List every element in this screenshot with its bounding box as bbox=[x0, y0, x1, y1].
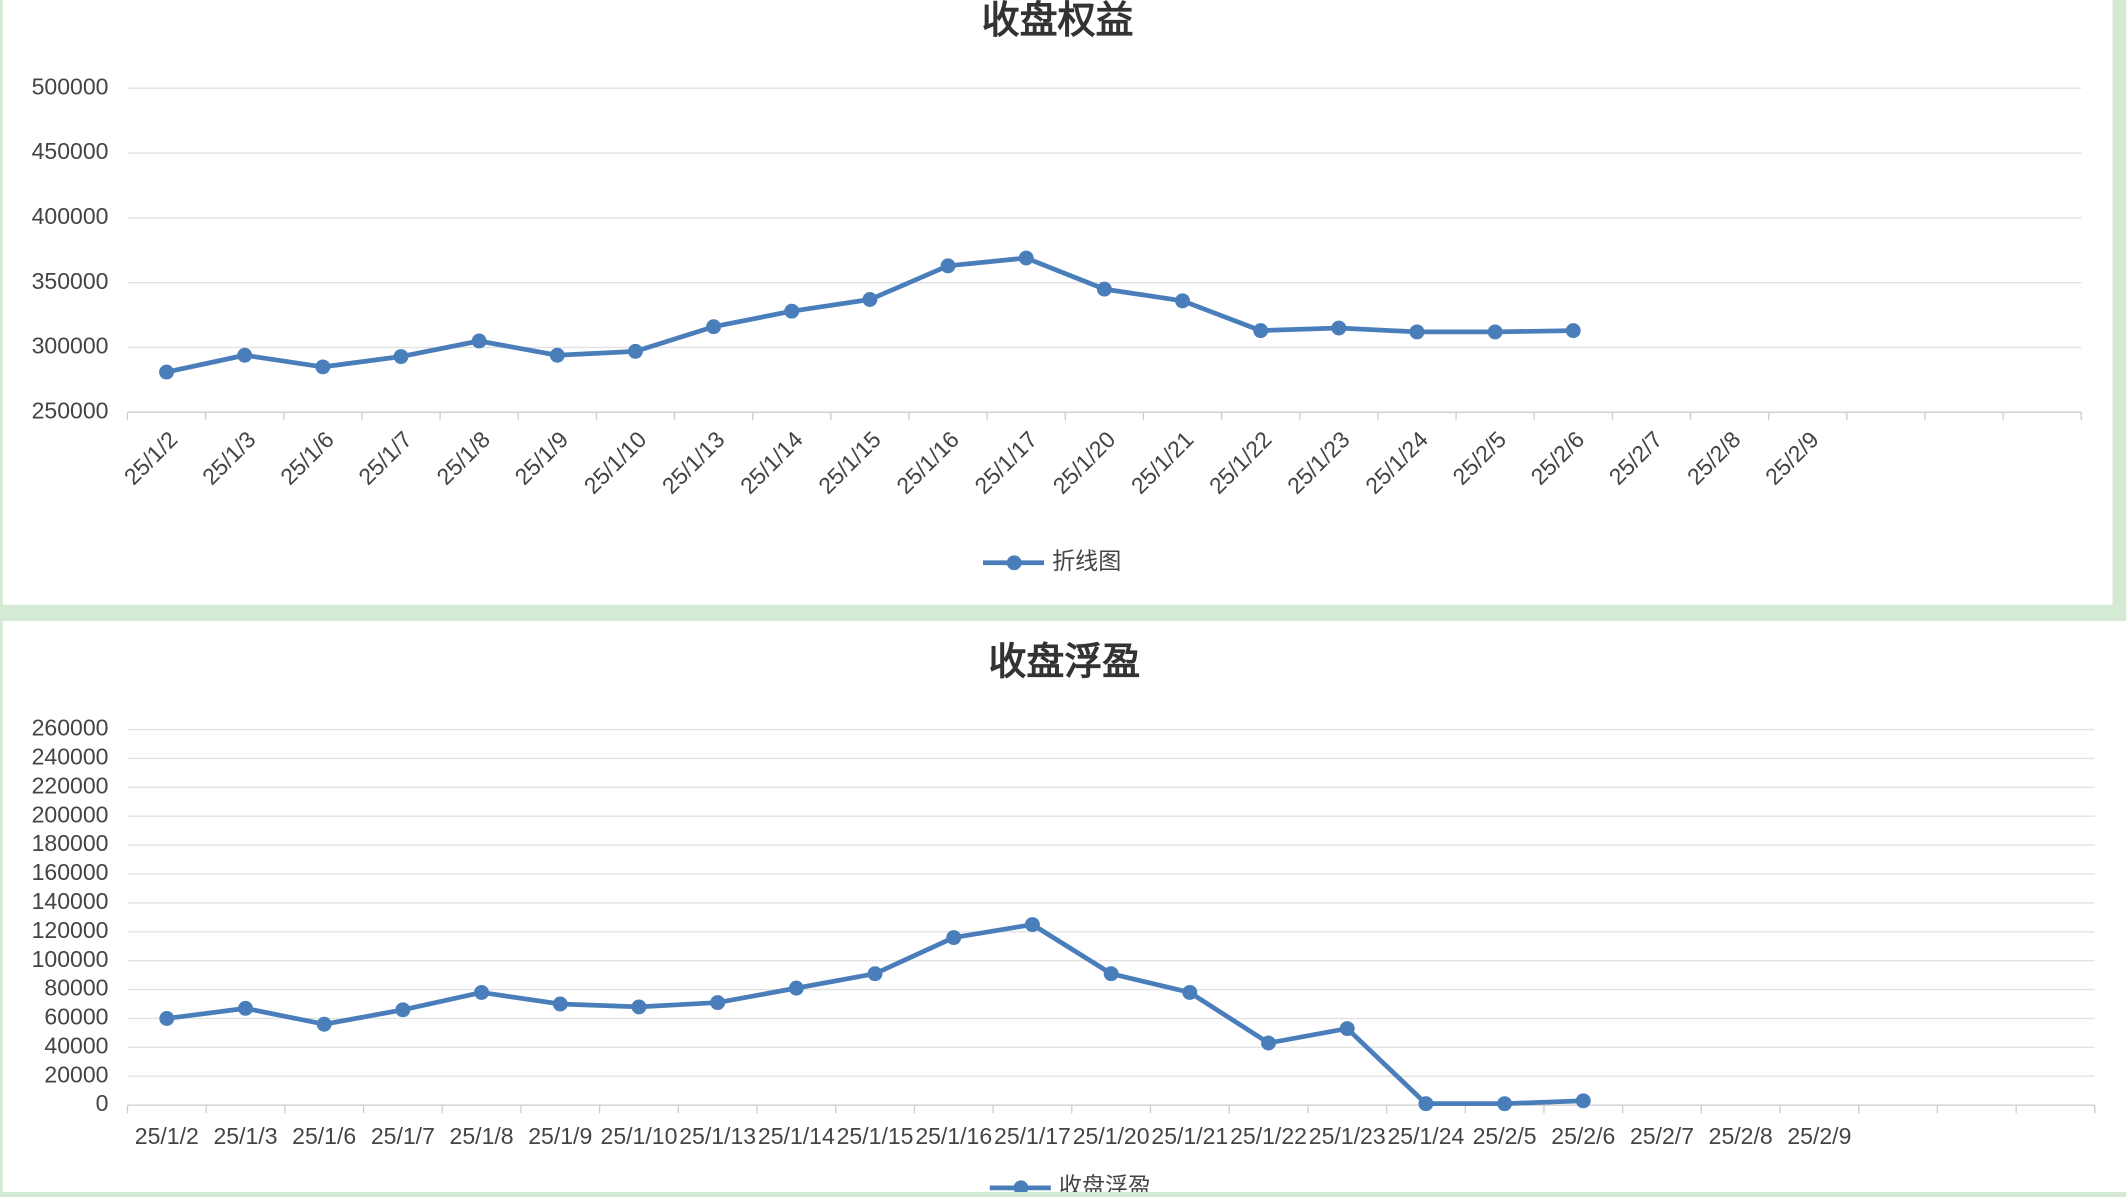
chart-title: 收盘权益 bbox=[982, 0, 1134, 42]
x-tick-label: 25/2/8 bbox=[1709, 1123, 1773, 1149]
data-point bbox=[788, 980, 804, 996]
data-point bbox=[710, 995, 726, 1011]
x-tick-label: 25/1/2 bbox=[135, 1123, 199, 1149]
x-tick-label: 25/1/21 bbox=[1151, 1123, 1228, 1149]
data-point bbox=[627, 343, 643, 359]
y-tick-label: 60000 bbox=[44, 1004, 108, 1030]
data-point bbox=[393, 349, 409, 365]
y-tick-label: 0 bbox=[96, 1090, 109, 1116]
x-tick-label: 25/1/22 bbox=[1230, 1123, 1307, 1149]
y-tick-label: 160000 bbox=[32, 859, 109, 885]
data-point bbox=[1096, 281, 1112, 297]
data-point bbox=[1418, 1096, 1434, 1112]
x-tick-label: 25/1/10 bbox=[601, 1123, 678, 1149]
x-tick-label: 25/1/9 bbox=[528, 1123, 592, 1149]
x-tick-label: 25/1/7 bbox=[371, 1123, 435, 1149]
data-point bbox=[552, 996, 568, 1012]
y-tick-label: 100000 bbox=[32, 946, 109, 972]
data-point bbox=[1261, 1035, 1276, 1051]
legend-marker bbox=[1006, 555, 1022, 571]
data-point bbox=[159, 1010, 175, 1026]
y-tick-label: 180000 bbox=[32, 830, 109, 856]
x-tick-label: 25/1/13 bbox=[679, 1123, 756, 1149]
y-tick-label: 250000 bbox=[32, 397, 109, 423]
legend-label: 收盘浮盈 bbox=[1059, 1173, 1151, 1192]
chart-panel bbox=[2, 621, 2126, 1192]
x-tick-label: 25/1/3 bbox=[213, 1123, 277, 1149]
data-point bbox=[1497, 1096, 1513, 1112]
y-tick-label: 40000 bbox=[44, 1032, 108, 1058]
y-tick-label: 260000 bbox=[32, 715, 109, 741]
y-tick-label: 20000 bbox=[44, 1061, 108, 1087]
data-point bbox=[862, 292, 878, 307]
data-point bbox=[238, 1000, 253, 1016]
x-tick-label: 25/1/24 bbox=[1387, 1123, 1464, 1149]
data-point bbox=[946, 930, 962, 946]
x-tick-label: 25/1/15 bbox=[837, 1123, 914, 1149]
x-tick-label: 25/1/16 bbox=[915, 1123, 992, 1149]
data-point bbox=[706, 319, 722, 335]
data-point bbox=[549, 347, 565, 363]
x-tick-label: 25/1/17 bbox=[994, 1123, 1071, 1149]
data-point bbox=[395, 1002, 411, 1018]
y-tick-label: 140000 bbox=[32, 888, 109, 914]
y-tick-label: 220000 bbox=[32, 772, 109, 798]
data-point bbox=[1331, 320, 1347, 336]
data-point bbox=[316, 1016, 332, 1032]
data-point bbox=[471, 333, 487, 349]
data-point bbox=[1182, 984, 1198, 1000]
data-point bbox=[1103, 966, 1119, 982]
data-point bbox=[474, 984, 490, 1000]
chart-panel bbox=[2, 0, 2113, 605]
data-point bbox=[159, 364, 174, 380]
y-tick-label: 400000 bbox=[32, 203, 109, 229]
y-tick-label: 300000 bbox=[32, 333, 109, 359]
x-tick-label: 25/2/6 bbox=[1551, 1123, 1615, 1149]
data-point bbox=[1024, 917, 1040, 933]
y-tick-label: 450000 bbox=[32, 138, 109, 164]
data-point bbox=[315, 359, 331, 375]
data-point bbox=[867, 966, 883, 982]
x-tick-label: 25/1/20 bbox=[1073, 1123, 1150, 1149]
data-point bbox=[784, 303, 800, 319]
data-point bbox=[1018, 250, 1034, 266]
x-tick-label: 25/1/8 bbox=[450, 1123, 514, 1149]
x-tick-label: 25/1/6 bbox=[292, 1123, 356, 1149]
x-tick-label: 25/2/7 bbox=[1630, 1123, 1694, 1149]
y-tick-label: 120000 bbox=[32, 917, 109, 943]
x-tick-label: 25/1/14 bbox=[758, 1123, 835, 1149]
data-point bbox=[1565, 323, 1581, 339]
y-tick-label: 350000 bbox=[32, 268, 109, 294]
data-point bbox=[1409, 324, 1425, 340]
data-point bbox=[237, 347, 253, 363]
chart-title: 收盘浮盈 bbox=[988, 641, 1140, 684]
x-tick-label: 25/2/9 bbox=[1787, 1123, 1851, 1149]
data-point bbox=[1575, 1093, 1591, 1109]
y-tick-label: 80000 bbox=[44, 975, 108, 1001]
data-point bbox=[1339, 1021, 1355, 1037]
data-point bbox=[1487, 324, 1503, 340]
data-point bbox=[1253, 323, 1269, 339]
x-tick-label: 25/2/5 bbox=[1473, 1123, 1537, 1149]
x-tick-label: 25/1/23 bbox=[1309, 1123, 1386, 1149]
data-point bbox=[1175, 293, 1190, 309]
data-point bbox=[940, 258, 956, 274]
legend-label: 折线图 bbox=[1052, 548, 1121, 574]
y-tick-label: 500000 bbox=[32, 73, 109, 99]
data-point bbox=[631, 999, 647, 1015]
y-tick-label: 200000 bbox=[32, 801, 109, 827]
y-tick-label: 240000 bbox=[32, 744, 109, 770]
